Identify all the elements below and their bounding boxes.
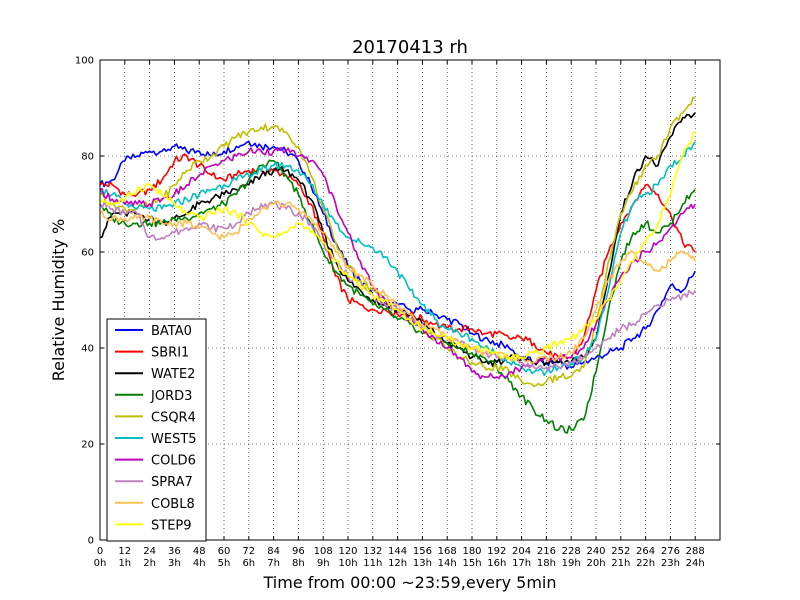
legend-label: SBRI1 [151,346,189,361]
x-tick-label: 276 [661,546,680,557]
x-tick-label: 72 [242,546,255,557]
x-tick-hour-label: 1h [118,558,131,569]
legend-label: SPRA7 [151,475,193,490]
legend-label: BATA0 [151,324,192,339]
x-tick-hour-label: 18h [537,558,556,569]
x-tick-label: 144 [388,546,407,557]
x-tick-hour-label: 21h [611,558,630,569]
x-tick-hour-label: 6h [242,558,255,569]
legend-label: STEP9 [151,518,192,533]
x-tick-hour-label: 15h [462,558,481,569]
chart-title: 20170413 rh [352,37,468,58]
x-tick-hour-label: 3h [168,558,181,569]
x-tick-hour-label: 16h [487,558,506,569]
series-line-sbri1 [99,153,696,360]
x-tick-label: 228 [562,546,581,557]
x-tick-hour-label: 17h [512,558,531,569]
x-tick-hour-label: 9h [317,558,330,569]
x-tick-hour-label: 23h [661,558,680,569]
x-tick-label: 156 [413,546,432,557]
x-tick-label: 24 [143,546,156,557]
x-tick-label: 60 [218,546,231,557]
x-tick-hour-label: 14h [438,558,457,569]
y-tick-label: 20 [81,440,94,451]
x-tick-label: 108 [314,546,333,557]
legend-label: WEST5 [151,432,197,447]
x-tick-label: 0 [97,546,103,557]
x-tick-label: 180 [462,546,481,557]
series-line-cobl8 [99,200,696,365]
x-tick-label: 36 [168,546,181,557]
x-tick-hour-label: 2h [143,558,156,569]
x-tick-label: 84 [267,546,280,557]
x-tick-label: 96 [292,546,305,557]
x-tick-hour-label: 22h [636,558,655,569]
x-tick-label: 288 [686,546,705,557]
x-tick-label: 192 [487,546,506,557]
x-tick-hour-label: 24h [686,558,705,569]
x-tick-label: 264 [636,546,655,557]
x-tick-hour-label: 12h [388,558,407,569]
x-tick-hour-label: 4h [193,558,206,569]
x-tick-hour-label: 8h [292,558,305,569]
series-line-step9 [99,131,696,363]
plot-frame [99,59,721,541]
legend: BATA0 SBRI1 WATE2 JORD3 CSQR4 WEST5 COLD6 SPRA7… [106,318,207,542]
x-tick-label: 240 [586,546,605,557]
x-tick-label: 216 [537,546,556,557]
x-tick-label: 168 [438,546,457,557]
x-tick-label: 132 [363,546,382,557]
x-tick-hour-label: 10h [338,558,357,569]
y-tick-label: 60 [81,248,94,259]
legend-label: CSQR4 [151,410,196,425]
y-tick-label: 40 [81,344,94,355]
x-tick-hour-label: 7h [267,558,280,569]
x-tick-label: 48 [193,546,206,557]
series-line-west5 [99,141,696,377]
legend-box [106,318,207,542]
y-tick-label: 80 [81,152,94,163]
y-axis-ticks: 0 20 40 60 80 100 [75,56,720,547]
y-axis-label: Relative Humidity % [49,219,68,381]
x-axis-label: Time from 00:00 ~23:59,every 5min [263,573,557,592]
legend-label: COBL8 [151,497,195,512]
x-tick-hour-label: 20h [586,558,605,569]
x-tick-hour-label: 5h [218,558,231,569]
legend-label: WATE2 [151,367,195,382]
x-tick-label: 252 [611,546,630,557]
legend-label: COLD6 [151,454,196,469]
y-tick-label: 100 [75,56,94,67]
series-lines [99,96,696,434]
legend-label: JORD3 [150,389,192,404]
x-tick-label: 204 [512,546,531,557]
x-tick-hour-label: 11h [363,558,382,569]
y-tick-label: 0 [88,536,94,547]
x-tick-label: 12 [118,546,131,557]
x-tick-label: 120 [338,546,357,557]
series-line-jord3 [99,159,696,434]
x-tick-hour-label: 13h [413,558,432,569]
x-tick-hour-label: 19h [562,558,581,569]
x-tick-hour-label: 0h [94,558,107,569]
